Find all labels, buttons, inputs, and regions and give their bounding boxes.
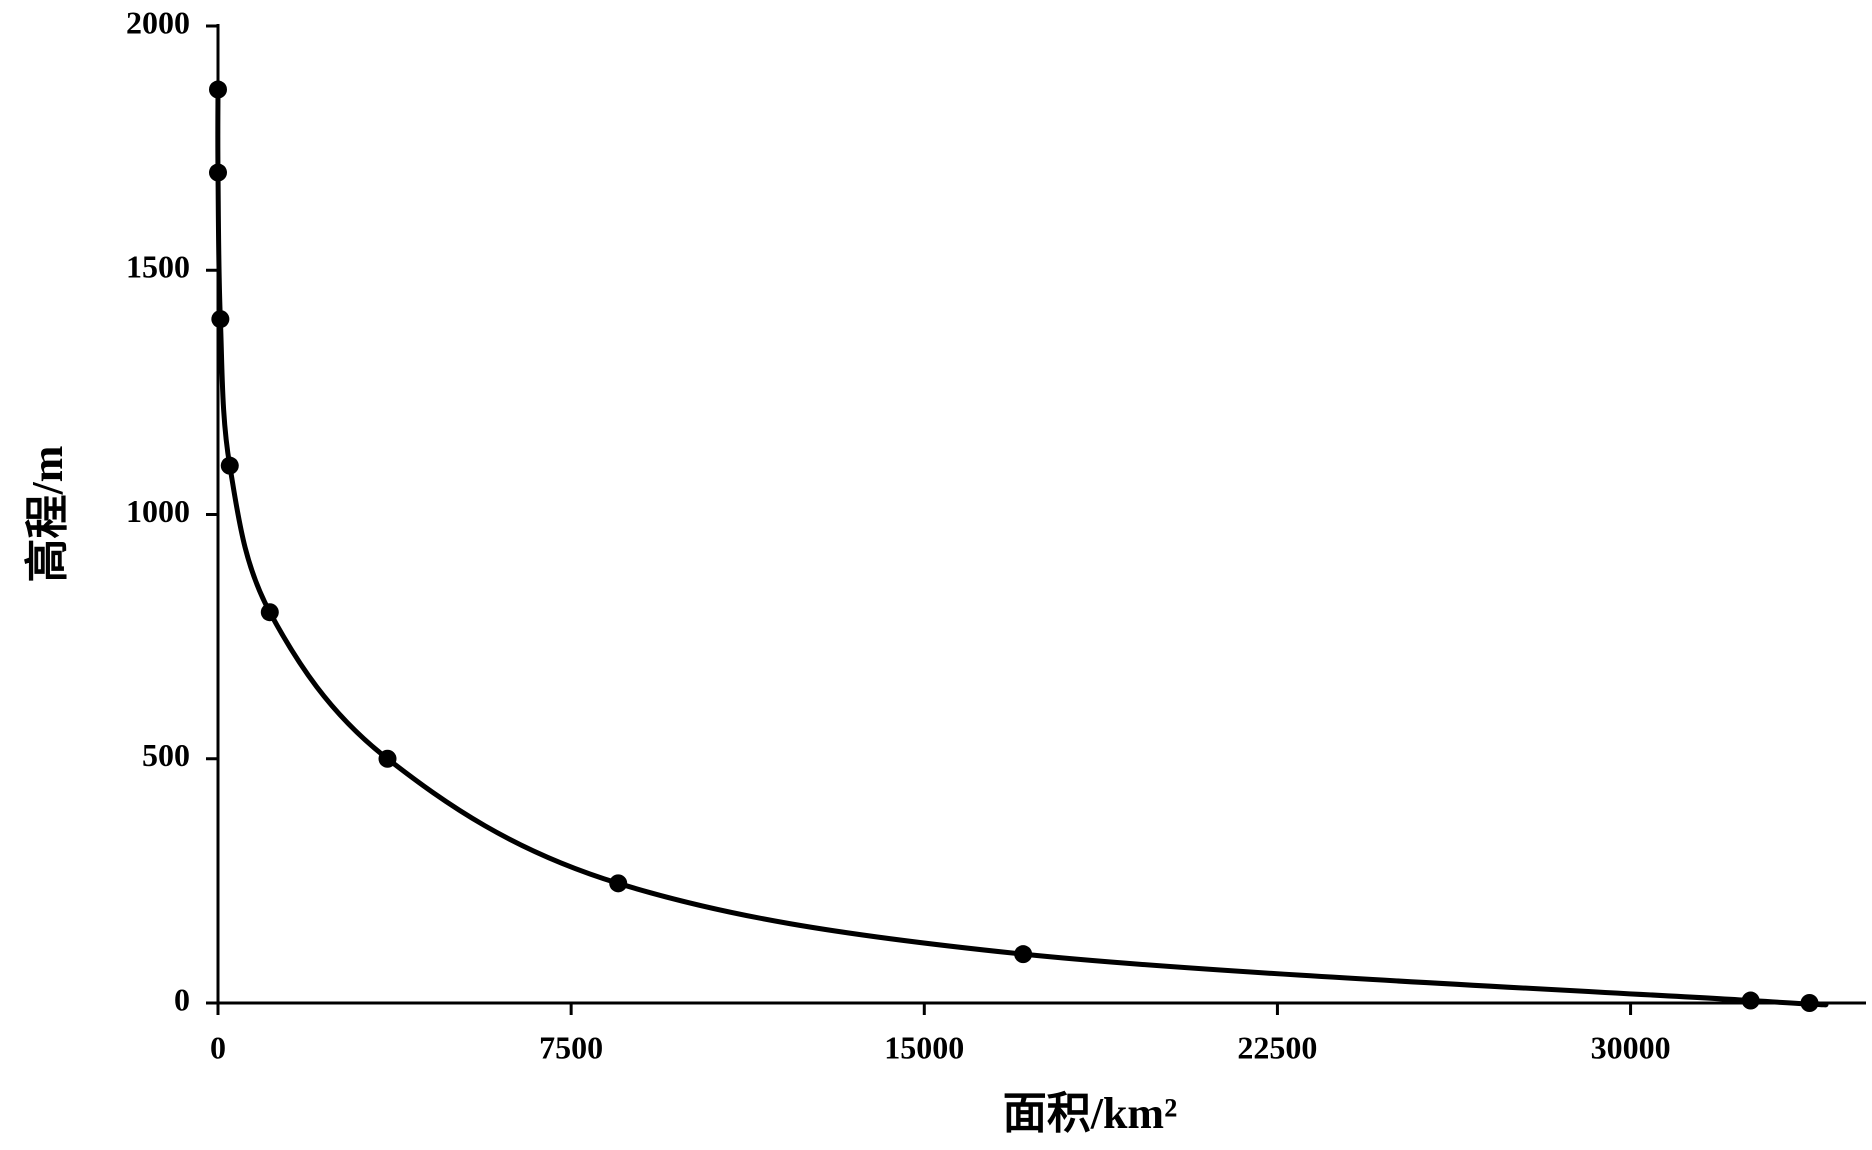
- x-tick-label: 15000: [884, 1029, 964, 1065]
- y-tick-label: 1500: [126, 249, 190, 285]
- data-point: [378, 749, 397, 768]
- y-tick-label: 500: [142, 737, 190, 773]
- data-point: [1800, 994, 1819, 1012]
- y-tick-label: 0: [174, 981, 190, 1017]
- data-point: [260, 603, 279, 622]
- y-tick-label: 2000: [126, 4, 190, 40]
- x-tick-label: 22500: [1237, 1029, 1317, 1065]
- data-point: [209, 163, 227, 182]
- data-point: [1741, 991, 1760, 1010]
- y-axis-title: 高程/m: [23, 446, 72, 583]
- x-tick-label: 30000: [1591, 1029, 1671, 1065]
- data-point: [220, 456, 239, 475]
- x-tick-label: 0: [210, 1029, 226, 1065]
- data-point: [209, 80, 227, 99]
- x-axis-title: 面积/km²: [1003, 1089, 1178, 1138]
- fit-curve: [215, 89, 1829, 1008]
- data-point: [1014, 945, 1033, 964]
- data-point: [211, 310, 230, 329]
- y-tick-label: 1000: [126, 493, 190, 529]
- data-point: [609, 874, 628, 893]
- x-tick-label: 7500: [539, 1029, 603, 1065]
